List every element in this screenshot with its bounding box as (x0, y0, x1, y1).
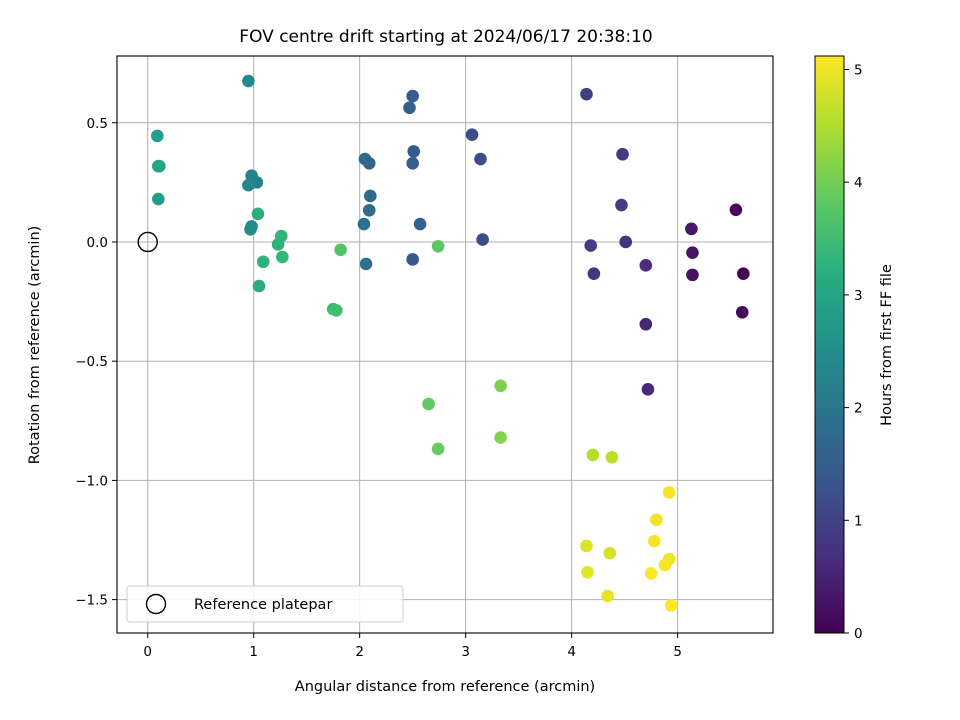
chart-title: FOV centre drift starting at 2024/06/17 … (239, 27, 652, 47)
data-point (362, 156, 376, 170)
colorbar-tick-label: 3 (854, 288, 863, 304)
colorbar (814, 55, 845, 634)
data-point (150, 129, 164, 143)
data-point (580, 87, 593, 101)
x-tick-label: 0 (143, 644, 152, 660)
data-point (474, 152, 487, 166)
data-point (616, 147, 629, 161)
reference-marker (137, 231, 158, 253)
data-point (686, 246, 699, 260)
data-point (476, 233, 489, 246)
legend: Reference platepar (126, 585, 404, 623)
colorbar-tick-label: 5 (854, 63, 863, 79)
data-point (431, 239, 445, 253)
reference-marker-layer (137, 231, 158, 253)
data-point (406, 253, 419, 266)
colorbar-tick-label: 1 (854, 513, 863, 529)
data-point (406, 156, 419, 170)
data-point (662, 486, 676, 499)
data-point (357, 217, 371, 231)
x-axis-label: Angular distance from reference (arcmin) (295, 679, 595, 695)
colorbar-label: Hours from first FF file (879, 264, 895, 426)
data-point (601, 589, 614, 603)
legend-box (126, 585, 404, 623)
data-point (685, 222, 698, 236)
data-point (639, 317, 653, 331)
data-point (605, 450, 619, 464)
colorbar-ticks: 0 1 2 3 4 5 (844, 63, 863, 642)
x-axis-ticks: 0 1 2 3 4 5 (143, 633, 682, 660)
colorbar-tick-label: 4 (854, 175, 863, 191)
y-tick-label: −0.5 (75, 354, 108, 370)
data-point (330, 304, 343, 317)
legend-marker (145, 593, 167, 615)
data-point (252, 279, 266, 293)
data-point (251, 207, 265, 221)
data-point (737, 267, 750, 280)
x-tick-label: 5 (673, 644, 682, 660)
x-tick-label: 4 (567, 644, 576, 660)
data-point (256, 255, 270, 269)
data-point (658, 558, 672, 572)
y-axis-ticks: 0.5 0.0 −0.5 −1.0 −1.5 (75, 116, 117, 609)
data-point (729, 203, 743, 217)
data-point (276, 250, 289, 264)
data-point (615, 198, 628, 212)
plot-frame (116, 55, 774, 634)
data-point (465, 128, 479, 141)
data-point (413, 217, 427, 231)
data-point (686, 268, 699, 282)
data-point (359, 257, 373, 271)
colorbar-tick-label: 2 (854, 401, 863, 417)
data-point (644, 567, 658, 580)
data-point (494, 379, 507, 393)
data-points (150, 74, 750, 612)
data-point (406, 89, 419, 103)
data-point (664, 599, 678, 612)
data-point (242, 74, 255, 88)
data-point (580, 539, 593, 553)
data-point (363, 189, 377, 203)
data-point (362, 203, 376, 217)
data-point (639, 259, 653, 272)
data-point (334, 243, 347, 257)
data-point (494, 431, 507, 444)
y-axis-label: Rotation from reference (arcmin) (27, 226, 43, 465)
grid-lines (117, 56, 773, 633)
data-point (407, 145, 421, 158)
data-point (271, 238, 285, 251)
y-tick-label: 0.0 (87, 235, 108, 251)
data-point (586, 448, 600, 462)
data-point (650, 513, 663, 527)
data-point (648, 534, 661, 548)
data-point (587, 267, 601, 280)
data-point (242, 178, 255, 192)
data-point (603, 546, 617, 560)
x-tick-label: 3 (461, 644, 470, 660)
x-tick-label: 1 (249, 644, 258, 660)
data-point (152, 192, 165, 206)
data-point (581, 565, 594, 579)
data-point (244, 223, 257, 236)
data-point (431, 442, 445, 456)
y-tick-label: −1.5 (75, 593, 108, 609)
data-point (153, 159, 166, 173)
data-point (735, 306, 749, 319)
data-point (641, 383, 655, 396)
data-point (619, 235, 632, 249)
data-point (422, 397, 435, 411)
legend-label: Reference platepar (194, 597, 332, 613)
data-point (403, 101, 416, 115)
y-tick-label: 0.5 (87, 116, 108, 132)
colorbar-tick-label: 0 (854, 626, 863, 642)
x-tick-label: 2 (355, 644, 364, 660)
data-point (584, 239, 598, 252)
y-tick-label: −1.0 (75, 473, 108, 489)
